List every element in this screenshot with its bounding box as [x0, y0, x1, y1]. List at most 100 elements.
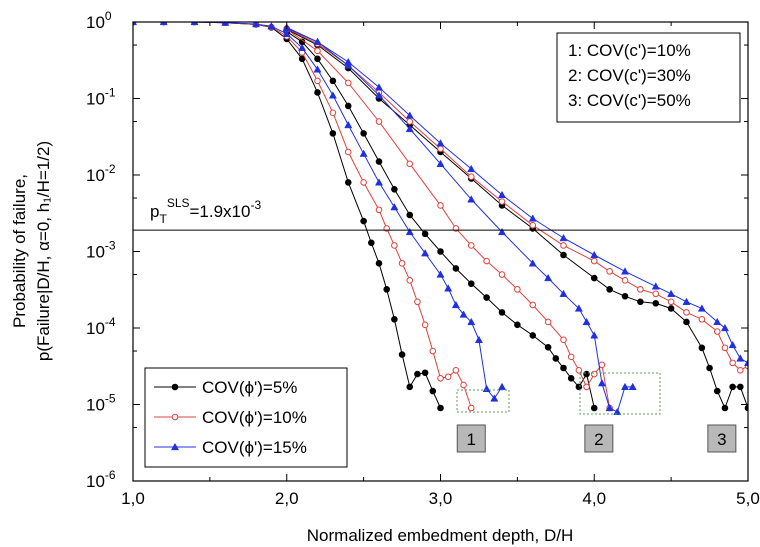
y-tick-label: 10-2 [86, 162, 116, 185]
series-3 [133, 22, 748, 416]
series-3-group-1-point [159, 22, 168, 26]
series-3-group-3-point [713, 317, 722, 326]
series-2-group-1-point [452, 366, 460, 374]
series-1-group-2-point [406, 211, 414, 219]
series-2-group-1-point [406, 277, 414, 284]
series-2-group-2-point [575, 366, 583, 374]
series-2-group-1-point [421, 321, 429, 329]
series-1-group-2-point [467, 280, 475, 287]
series-3-group-1-point [298, 43, 307, 51]
series-3-group-2-point [605, 403, 614, 412]
series-1-group-1-point [414, 370, 421, 378]
series-3-group-3-point [720, 323, 729, 332]
series-3-group-3-point [736, 354, 745, 362]
series-1-group-2-point [421, 230, 429, 238]
series-2-group-2-point [467, 242, 475, 249]
series-2-group-2-point [590, 370, 598, 378]
cov-c-legend-item-1: 1: COV(c')=10% [568, 41, 691, 60]
x-axis-title: Normalized embedment depth, D/H [307, 526, 573, 545]
group-label-text: 3 [717, 430, 726, 449]
series-1-group-1-point [344, 179, 352, 186]
series-2-group-2-point [406, 160, 414, 168]
series-3-group-2-point [544, 273, 553, 282]
legend-label: COV(ϕ')=10% [202, 408, 307, 427]
series-1-group-3-point [737, 383, 744, 391]
series-1-group-3-point [667, 305, 675, 312]
tail-highlight-box-1 [456, 389, 510, 413]
y-axis-title-line-2: p(Failure|D/H, α=0, h₁/H=1/2) [34, 141, 53, 361]
series-1-group-1-point [360, 217, 367, 225]
series-1-group-2-point [590, 404, 598, 412]
series-1-group-3-point [744, 404, 748, 412]
series-3-group-1-point [251, 22, 261, 28]
series-1-group-1-point [314, 89, 321, 96]
series-1-group-3-point [637, 298, 644, 306]
series-2-group-2-point [529, 301, 537, 309]
legend-entry-1: COV(ϕ')=5% [154, 378, 297, 397]
series-1-group-3-point [560, 251, 567, 259]
series-3-group-3-point [374, 83, 384, 91]
series-2-group-1-point [444, 373, 452, 381]
series-2-group-1-point [414, 298, 421, 306]
series-1-group-3-point [652, 300, 660, 307]
series-1-group-3-point [721, 404, 729, 412]
series-2-group-3-point [467, 173, 475, 181]
x-tick-label: 2,0 [275, 489, 299, 508]
series-2-group-2-point [560, 336, 567, 344]
series-2-group-3-point [683, 309, 690, 316]
series-3-group-3-point [405, 111, 414, 119]
y-tick-label: 10-6 [86, 468, 116, 491]
series-3-group-1-point [133, 22, 138, 26]
series-1-group-3-point [713, 387, 721, 395]
series-2-group-3-point [621, 277, 629, 284]
series-2-group-1-point [460, 381, 467, 389]
series-2-group-2-point [498, 271, 506, 278]
series-3-group-2-point [590, 331, 599, 339]
y-tick-label: 10-1 [86, 86, 116, 109]
x-tick-label: 5,0 [736, 489, 760, 508]
legend-marker [171, 383, 179, 391]
y-tick-label: 10-5 [86, 392, 116, 415]
series-1-group-2-point [583, 370, 590, 378]
group-label-1: 1 [456, 424, 486, 453]
series-3-group-1-point [467, 317, 476, 326]
series-3-group-3-point [344, 57, 353, 66]
series-2-group-3-point [606, 268, 613, 275]
series-1-group-3-point [698, 344, 706, 352]
series-2-group-1-point [329, 109, 337, 117]
series-1-group-2-point [391, 186, 398, 193]
series-1-group-2-point [514, 321, 521, 329]
series-1-group-2-point [329, 77, 337, 85]
cov-c-legend-item-3: 3: COV(c')=50% [568, 91, 691, 110]
series-3-group-3-point [620, 267, 630, 275]
series-3-group-1-point [421, 249, 430, 257]
group-labels: 1 2 3 [456, 424, 737, 453]
series-3-group-3-point [497, 190, 507, 198]
series-layer [133, 22, 748, 416]
series-1-group-1-point [421, 369, 429, 377]
series-3-group-1-point [390, 203, 399, 211]
cov-c-legend-box [556, 32, 741, 123]
series-1-group-2-point [452, 265, 460, 272]
series-2-group-3-point [698, 315, 706, 323]
series-3-group-3-point [651, 282, 660, 290]
series-1-group-2-point [560, 364, 567, 372]
series-1-group-1-point [429, 387, 437, 395]
series-3-group-1-point [459, 310, 468, 318]
series-3-group-3-point [467, 164, 476, 173]
threshold-label: pTSLS=1.9x10-3 [150, 196, 261, 226]
series-1-group-1-point [329, 130, 337, 137]
series-3-group-2-point [620, 382, 630, 391]
series-3-group-1-point [482, 384, 491, 393]
series-1-group-3-point [683, 318, 690, 326]
series-1-group-1-point [391, 315, 398, 323]
series-2-group-2-point [514, 286, 521, 293]
x-tick-label: 1,0 [121, 489, 145, 508]
legend-label: COV(ϕ')=5% [202, 378, 297, 397]
series-2-group-3-point [652, 290, 660, 298]
series-3-group-2-point [582, 317, 591, 326]
series-1-group-1-point [398, 351, 406, 358]
series-legend: COV(ϕ')=5% COV(ϕ')=10% COV(ϕ')=15% [144, 367, 348, 468]
series-1-group-2-point [529, 332, 537, 339]
